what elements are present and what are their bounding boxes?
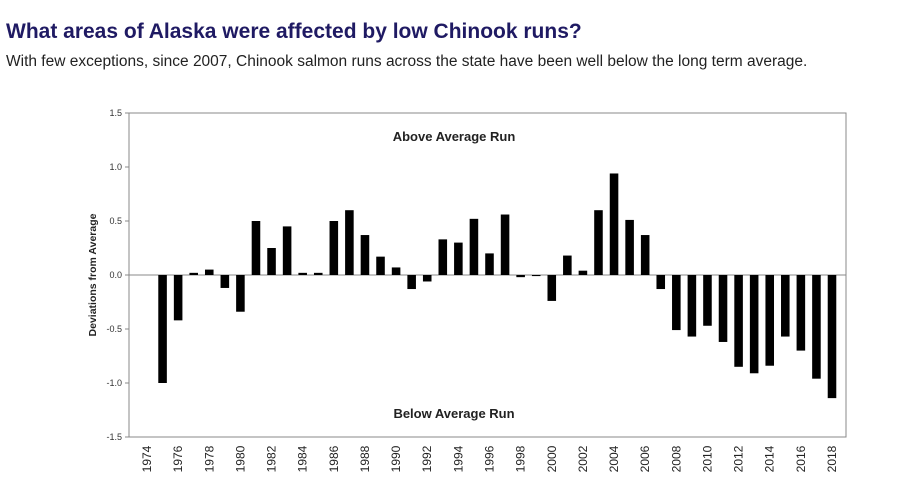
- bar: [313, 272, 323, 275]
- bar: [563, 255, 572, 275]
- x-tick-label: 1978: [202, 445, 216, 472]
- bar: [765, 275, 775, 366]
- x-tick-label: 1976: [171, 445, 185, 472]
- bar: [469, 218, 479, 275]
- bar: [796, 275, 806, 351]
- bar: [718, 275, 728, 342]
- x-tick-label: 2010: [700, 445, 714, 472]
- bar: [827, 275, 837, 399]
- bar: [547, 275, 557, 301]
- x-tick-label: 2004: [607, 445, 621, 472]
- x-tick-label: 2012: [732, 445, 746, 472]
- bar: [360, 235, 370, 275]
- annotation-below-average: Below Average Run: [393, 406, 514, 421]
- x-tick-label: 1990: [389, 445, 403, 472]
- bar: [812, 275, 821, 379]
- bar: [391, 267, 401, 275]
- x-tick-label: 2002: [576, 445, 590, 472]
- x-tick-label: 1974: [140, 445, 154, 472]
- x-tick-label: 2000: [545, 445, 559, 472]
- bar: [454, 242, 463, 275]
- x-tick-label: 2014: [763, 445, 777, 472]
- y-tick-label: -0.5: [106, 324, 122, 334]
- y-axis-label: Deviations from Average: [87, 213, 99, 336]
- bar: [656, 275, 666, 290]
- x-tick-label: 1998: [514, 445, 528, 472]
- bar: [609, 173, 619, 275]
- bar: [267, 248, 276, 275]
- bar: [625, 219, 634, 275]
- x-tick-label: 1988: [358, 445, 372, 472]
- x-tick-label: 1992: [420, 445, 434, 472]
- x-tick-label: 1994: [451, 445, 465, 472]
- bar: [251, 221, 261, 275]
- x-tick-label: 2018: [825, 445, 839, 472]
- bar: [438, 239, 448, 275]
- x-tick-label: 2006: [638, 445, 652, 472]
- bar: [781, 275, 790, 337]
- y-tick-label: 0.5: [109, 216, 122, 226]
- bar: [500, 214, 510, 275]
- bar: [407, 275, 416, 290]
- bar: [687, 275, 697, 337]
- bar: [703, 275, 712, 326]
- bar: [594, 210, 603, 275]
- bar: [640, 235, 650, 275]
- bar: [298, 272, 307, 275]
- bar: [749, 275, 759, 374]
- y-tick-label: -1.5: [106, 432, 122, 442]
- bar: [236, 275, 245, 312]
- bar: [329, 221, 339, 275]
- x-tick-label: 2008: [669, 445, 683, 472]
- bar: [516, 275, 525, 278]
- x-tick-label: 1982: [265, 445, 279, 472]
- y-tick-label: -1.0: [106, 378, 122, 388]
- bar: [376, 256, 385, 275]
- bar: [220, 275, 230, 288]
- y-axis-ticks: 1.5 1.0 0.5 0.0 -0.5 -1.0 -1.5: [106, 108, 129, 442]
- annotation-above-average: Above Average Run: [393, 129, 516, 144]
- page-title: What areas of Alaska were affected by lo…: [6, 20, 582, 43]
- x-axis-ticks: 1974 1976 1978 1980 1982 1984 1986 1988 1990 1992…: [140, 445, 839, 472]
- x-tick-label: 1980: [233, 445, 247, 472]
- x-tick-label: 2016: [794, 445, 808, 472]
- bar-series: [158, 173, 837, 399]
- y-tick-label: 1.0: [109, 162, 122, 172]
- bar: [204, 269, 214, 275]
- x-tick-label: 1996: [483, 445, 497, 472]
- page-subtitle: With few exceptions, since 2007, Chinook…: [6, 53, 808, 70]
- bar: [531, 275, 541, 277]
- y-tick-label: 1.5: [109, 108, 122, 118]
- bar: [672, 275, 681, 331]
- bar: [282, 226, 292, 275]
- bar: [734, 275, 743, 367]
- bar: [578, 270, 588, 275]
- x-tick-label: 1986: [327, 445, 341, 472]
- bar: [173, 275, 183, 321]
- bar: [158, 275, 167, 383]
- bar: [345, 210, 354, 275]
- bar: [422, 275, 432, 282]
- bar: [485, 253, 494, 275]
- bar: [189, 272, 198, 275]
- x-tick-label: 1984: [296, 445, 310, 472]
- y-tick-label: 0.0: [109, 270, 122, 280]
